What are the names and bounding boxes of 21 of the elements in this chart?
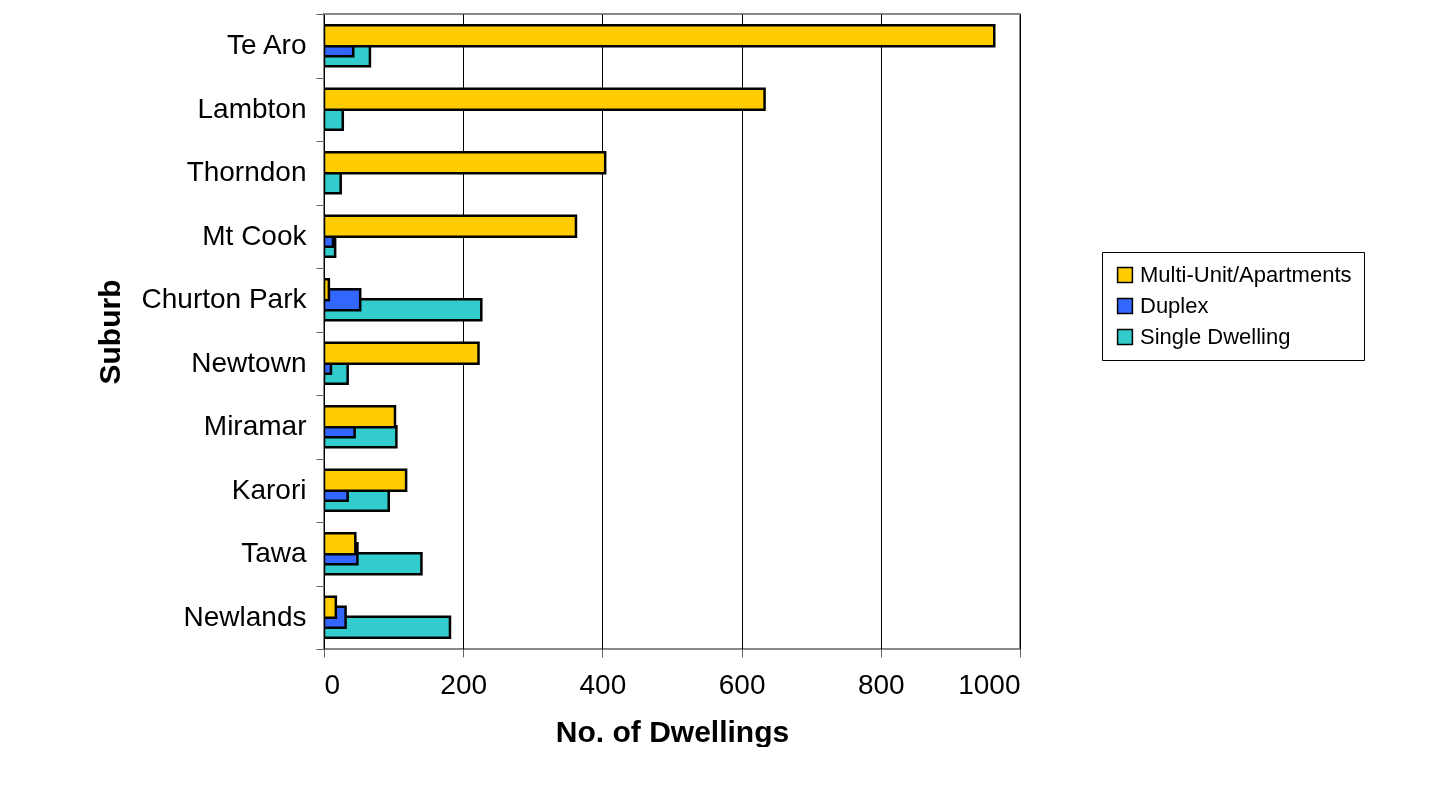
x-tick-label: 1000 (958, 668, 1021, 700)
y-axis-title: Suburb (92, 279, 126, 385)
y-tick-label: Churton Park (141, 283, 308, 315)
y-tick-label: Miramar (203, 410, 307, 442)
y-tick-label: Thorndon (186, 156, 307, 188)
x-tick-label: 400 (579, 668, 627, 700)
legend-label: Multi-Unit/Apartments (1140, 262, 1352, 287)
x-tick-label: 0 (324, 668, 341, 700)
x-tick-label: 600 (718, 668, 766, 700)
y-tick-label: Newtown (191, 346, 307, 378)
x-axis-title: No. of Dwellings (555, 714, 790, 748)
x-tick-label: 800 (857, 668, 905, 700)
legend-label: Duplex (1140, 293, 1209, 318)
y-tick-label: Tawa (241, 537, 307, 569)
y-tick-label: Lambton (197, 92, 307, 124)
legend-label: Single Dwelling (1140, 324, 1291, 349)
y-tick-label: Karori (231, 473, 307, 505)
y-tick-label: Mt Cook (202, 219, 308, 251)
x-tick-label: 200 (440, 668, 488, 700)
y-tick-label: Te Aro (227, 29, 307, 61)
y-tick-label: Newlands (183, 600, 307, 632)
